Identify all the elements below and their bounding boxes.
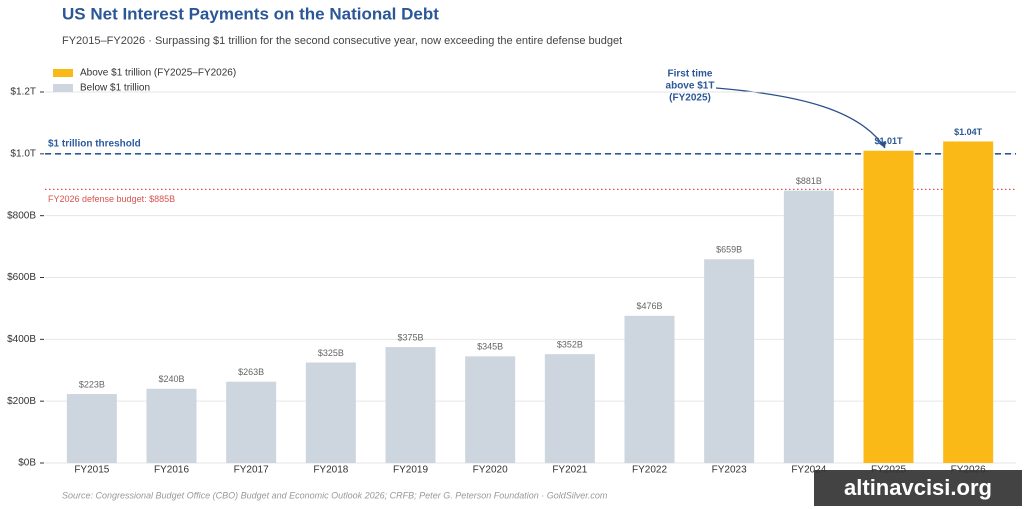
value-label: $881B <box>796 176 822 186</box>
bar <box>385 347 436 463</box>
y-tick-label: $0B <box>18 458 36 469</box>
watermark-bg <box>814 470 1022 506</box>
value-label: $659B <box>716 245 742 255</box>
bar <box>624 315 675 463</box>
arrow-head <box>878 141 886 148</box>
bar <box>943 141 994 463</box>
x-tick-label: FY2016 <box>154 465 189 476</box>
x-tick-label: FY2026 <box>951 465 986 476</box>
bar <box>544 354 595 463</box>
legend-swatch <box>53 69 73 77</box>
legend-label: Above $1 trillion (FY2025–FY2026) <box>80 68 236 79</box>
bar <box>863 150 914 463</box>
bar <box>305 362 356 463</box>
value-label: $352B <box>557 340 583 350</box>
value-label: $223B <box>79 379 105 389</box>
value-label: $345B <box>477 342 503 352</box>
source-note: Source: Congressional Budget Office (CBO… <box>62 490 608 500</box>
x-tick-label: FY2017 <box>234 465 269 476</box>
value-label: $240B <box>158 374 184 384</box>
bar <box>783 190 834 464</box>
value-label: $1.04T <box>954 127 983 137</box>
x-tick-label: FY2019 <box>393 465 428 476</box>
bar <box>226 381 277 463</box>
x-tick-label: FY2024 <box>791 465 826 476</box>
annotation: above $1T <box>666 81 715 92</box>
bar <box>465 356 516 463</box>
legend-swatch <box>53 84 73 92</box>
x-tick-label: FY2021 <box>552 465 587 476</box>
y-tick-label: $1.2T <box>10 87 36 98</box>
y-tick-label: $800B <box>7 210 36 221</box>
value-label: $375B <box>397 332 423 342</box>
annotation: (FY2025) <box>669 93 711 104</box>
value-label: $476B <box>636 301 662 311</box>
y-tick-label: $1.0T <box>10 148 36 159</box>
annotation-arrow <box>715 87 886 149</box>
reference-label: FY2026 defense budget: $885B <box>48 194 175 204</box>
chart-title: US Net Interest Payments on the National… <box>62 4 439 23</box>
x-tick-label: FY2018 <box>313 465 348 476</box>
value-label: $1.01T <box>874 136 903 146</box>
y-tick-label: $400B <box>7 334 36 345</box>
chart-subtitle: FY2015–FY2026 · Surpassing $1 trillion f… <box>62 35 622 47</box>
bar <box>146 388 197 463</box>
x-tick-label: FY2022 <box>632 465 667 476</box>
x-tick-label: FY2020 <box>473 465 508 476</box>
annotation: First time <box>667 69 712 80</box>
legend-label: Below $1 trillion <box>80 83 150 94</box>
value-label: $325B <box>318 348 344 358</box>
bar <box>66 394 117 463</box>
value-label: $263B <box>238 367 264 377</box>
x-tick-label: FY2015 <box>74 465 109 476</box>
y-tick-label: $200B <box>7 396 36 407</box>
watermark: altinavcisi.org <box>844 475 992 500</box>
y-tick-label: $600B <box>7 272 36 283</box>
reference-label: $1 trillion threshold <box>48 138 141 149</box>
x-tick-label: FY2023 <box>712 465 747 476</box>
x-tick-label: FY2025 <box>871 465 906 476</box>
bar <box>704 259 755 463</box>
